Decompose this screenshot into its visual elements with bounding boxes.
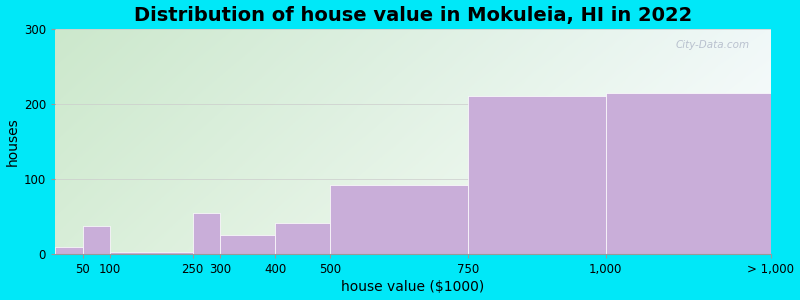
Bar <box>220 236 275 254</box>
Bar <box>55 247 82 254</box>
Bar <box>606 93 771 254</box>
Bar <box>110 252 193 254</box>
Text: City-Data.com: City-Data.com <box>675 40 750 50</box>
Bar <box>82 226 110 254</box>
Title: Distribution of house value in Mokuleia, HI in 2022: Distribution of house value in Mokuleia,… <box>134 6 692 25</box>
X-axis label: house value ($1000): house value ($1000) <box>342 280 485 294</box>
Bar <box>468 97 606 254</box>
Bar <box>330 185 468 254</box>
Bar <box>193 213 220 254</box>
Bar <box>275 223 330 254</box>
Y-axis label: houses: houses <box>6 117 19 166</box>
